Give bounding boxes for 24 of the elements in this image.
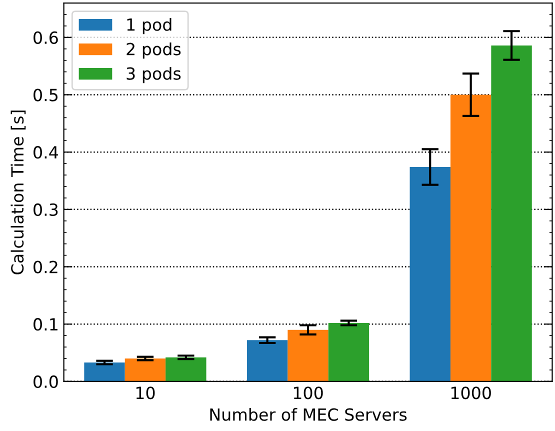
- x-tick-label: 10: [136, 386, 155, 400]
- y-tick-label: 0.6: [34, 31, 58, 44]
- bar: [84, 362, 125, 382]
- x-tick-label: 1000: [451, 386, 491, 400]
- bar: [288, 330, 328, 382]
- bar: [328, 322, 370, 382]
- x-tick-label: 100: [294, 386, 323, 400]
- bar: [124, 358, 166, 382]
- bar: [410, 167, 450, 382]
- legend-label: 2 pods: [126, 42, 181, 59]
- bar: [450, 94, 492, 382]
- bar: [246, 340, 288, 382]
- y-axis-title: Calculation Time [s]: [10, 110, 26, 274]
- y-tick-label: 0.3: [34, 203, 58, 216]
- legend-label: 3 pods: [126, 66, 181, 84]
- legend-label: 1 pod: [127, 18, 172, 34]
- y-tick-label: 0.2: [34, 260, 58, 274]
- y-tick-label: 0.4: [34, 146, 58, 159]
- bar: [166, 357, 206, 382]
- bar: [491, 45, 532, 382]
- y-tick-label: 0.5: [34, 88, 58, 102]
- y-tick-label: 0.0: [34, 375, 58, 388]
- y-tick-label: 0.1: [34, 318, 58, 331]
- x-axis-title: Number of MEC Servers: [210, 408, 407, 421]
